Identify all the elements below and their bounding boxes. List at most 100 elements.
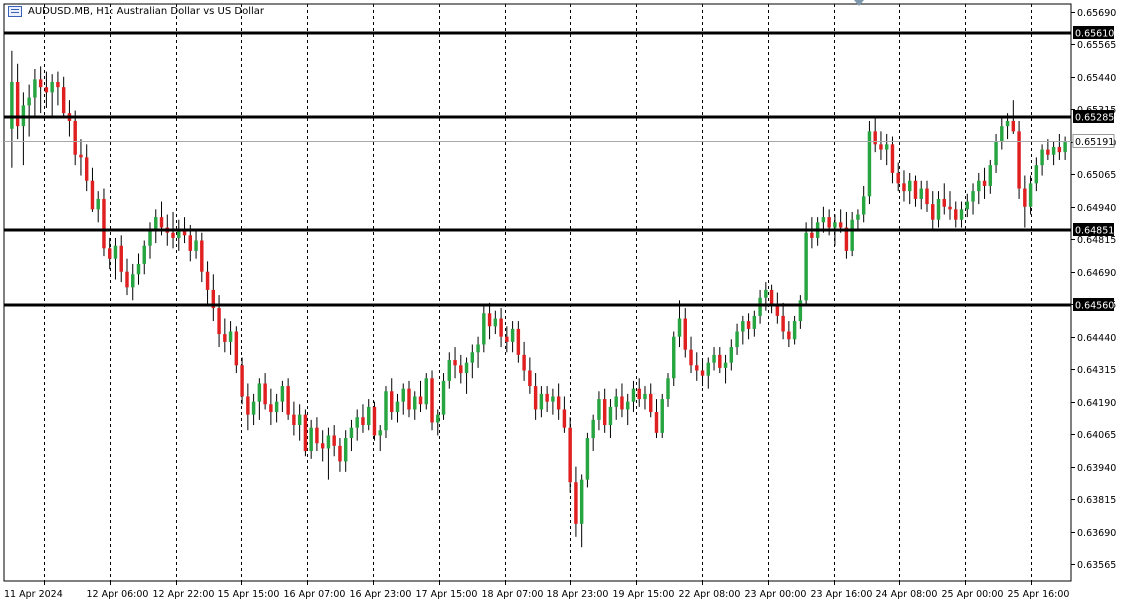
candle-bull[interactable] [50, 81, 54, 93]
candle-bear[interactable] [44, 87, 49, 93]
candle-bull[interactable] [228, 331, 233, 342]
candle-bull[interactable] [1040, 149, 1044, 166]
candle-bull[interactable] [1005, 120, 1010, 127]
candle-bear[interactable] [171, 232, 175, 238]
candle-bear[interactable] [545, 393, 549, 402]
candle-bear[interactable] [787, 331, 791, 340]
candle-bear[interactable] [879, 144, 883, 150]
candle-bull[interactable] [441, 380, 446, 415]
candle-bull[interactable] [712, 354, 716, 363]
candle-bull[interactable] [597, 399, 601, 420]
candle-bull[interactable] [614, 396, 618, 407]
candle-bear[interactable] [246, 396, 250, 415]
candle-bear[interactable] [453, 360, 457, 366]
candle-bear[interactable] [182, 230, 187, 236]
candle-bear[interactable] [338, 445, 342, 462]
candle-bull[interactable] [413, 396, 417, 410]
candle-bull[interactable] [821, 217, 826, 223]
candle-bull[interactable] [585, 438, 590, 480]
candle-bear[interactable] [211, 289, 216, 309]
candle-bear[interactable] [954, 209, 958, 220]
candle-bear[interactable] [838, 222, 843, 228]
chart-shift-marker-icon[interactable] [854, 0, 864, 6]
candle-bear[interactable] [240, 365, 244, 397]
candle-bear[interactable] [159, 217, 164, 228]
candle-bull[interactable] [1051, 146, 1056, 155]
candle-bear[interactable] [683, 318, 687, 350]
candle-bull[interactable] [677, 318, 682, 337]
candle-bear[interactable] [320, 443, 325, 449]
candle-bear[interactable] [810, 232, 814, 238]
candle-bull[interactable] [631, 388, 636, 402]
candle-bull[interactable] [591, 419, 595, 439]
candle-bear[interactable] [73, 120, 77, 155]
candle-bear[interactable] [119, 245, 123, 272]
candle-bear[interactable] [205, 271, 210, 290]
candle-bear[interactable] [292, 414, 296, 426]
candle-bull[interactable] [1063, 141, 1067, 153]
candle-bear[interactable] [390, 391, 394, 413]
candle-bull[interactable] [297, 414, 302, 426]
candle-bear[interactable] [528, 370, 532, 387]
candle-bear[interactable] [303, 414, 308, 452]
candle-bear[interactable] [948, 206, 952, 210]
candle-bear[interactable] [332, 435, 336, 446]
candle-bull[interactable] [96, 198, 100, 210]
candle-bear[interactable] [654, 412, 659, 433]
candle-bear[interactable] [689, 349, 693, 366]
candle-bull[interactable] [959, 209, 964, 220]
candle-bull[interactable] [804, 232, 808, 301]
candle-bear[interactable] [649, 393, 653, 413]
candle-bull[interactable] [33, 79, 37, 98]
candle-bull[interactable] [27, 97, 31, 106]
candle-bear[interactable] [718, 354, 722, 368]
candle-bull[interactable] [833, 222, 837, 228]
candle-bear[interactable] [286, 386, 290, 415]
candle-bull[interactable] [758, 297, 762, 316]
candle-bull[interactable] [177, 230, 181, 238]
candle-bull[interactable] [148, 230, 152, 246]
candle-bear[interactable] [873, 131, 877, 145]
candle-bull[interactable] [309, 427, 313, 452]
candle-bear[interactable] [925, 188, 929, 205]
candle-bull[interactable] [343, 438, 348, 462]
candle-bull[interactable] [447, 360, 452, 381]
candle-bull[interactable] [349, 427, 354, 439]
candle-bull[interactable] [735, 331, 739, 348]
candle-bear[interactable] [418, 396, 423, 405]
candle-bull[interactable] [366, 406, 371, 426]
candle-bear[interactable] [56, 81, 60, 88]
candle-bear[interactable] [781, 315, 785, 332]
candle-bear[interactable] [15, 81, 20, 127]
candle-bear[interactable] [38, 79, 43, 88]
candle-bear[interactable] [372, 406, 377, 436]
candle-bear[interactable] [890, 144, 895, 173]
candle-bear[interactable] [1011, 120, 1016, 132]
candle-bear[interactable] [775, 305, 780, 316]
candle-bear[interactable] [982, 180, 987, 186]
candle-bull[interactable] [850, 219, 854, 251]
candle-bull[interactable] [1000, 126, 1004, 142]
candle-bull[interactable] [10, 81, 14, 129]
candle-bull[interactable] [539, 393, 544, 410]
candle-bear[interactable] [459, 365, 463, 374]
candle-bull[interactable] [154, 217, 158, 231]
candle-bull[interactable] [131, 274, 135, 288]
candle-bear[interactable] [223, 334, 227, 342]
candle-bull[interactable] [384, 391, 388, 431]
candle-bear[interactable] [487, 313, 492, 327]
candle-bear[interactable] [913, 180, 918, 199]
candle-bear[interactable] [102, 198, 106, 249]
candle-bull[interactable] [798, 300, 803, 322]
candle-bear[interactable] [942, 198, 946, 207]
candle-bull[interactable] [666, 378, 670, 400]
candle-bear[interactable] [84, 157, 89, 181]
candle-bull[interactable] [625, 401, 630, 410]
candle-bear[interactable] [1057, 146, 1062, 153]
candle-bull[interactable] [251, 401, 256, 415]
candle-bear[interactable] [505, 336, 509, 342]
candle-bull[interactable] [476, 344, 480, 353]
candle-bear[interactable] [931, 204, 935, 220]
candle-bear[interactable] [562, 409, 567, 428]
candle-bull[interactable] [464, 362, 469, 374]
